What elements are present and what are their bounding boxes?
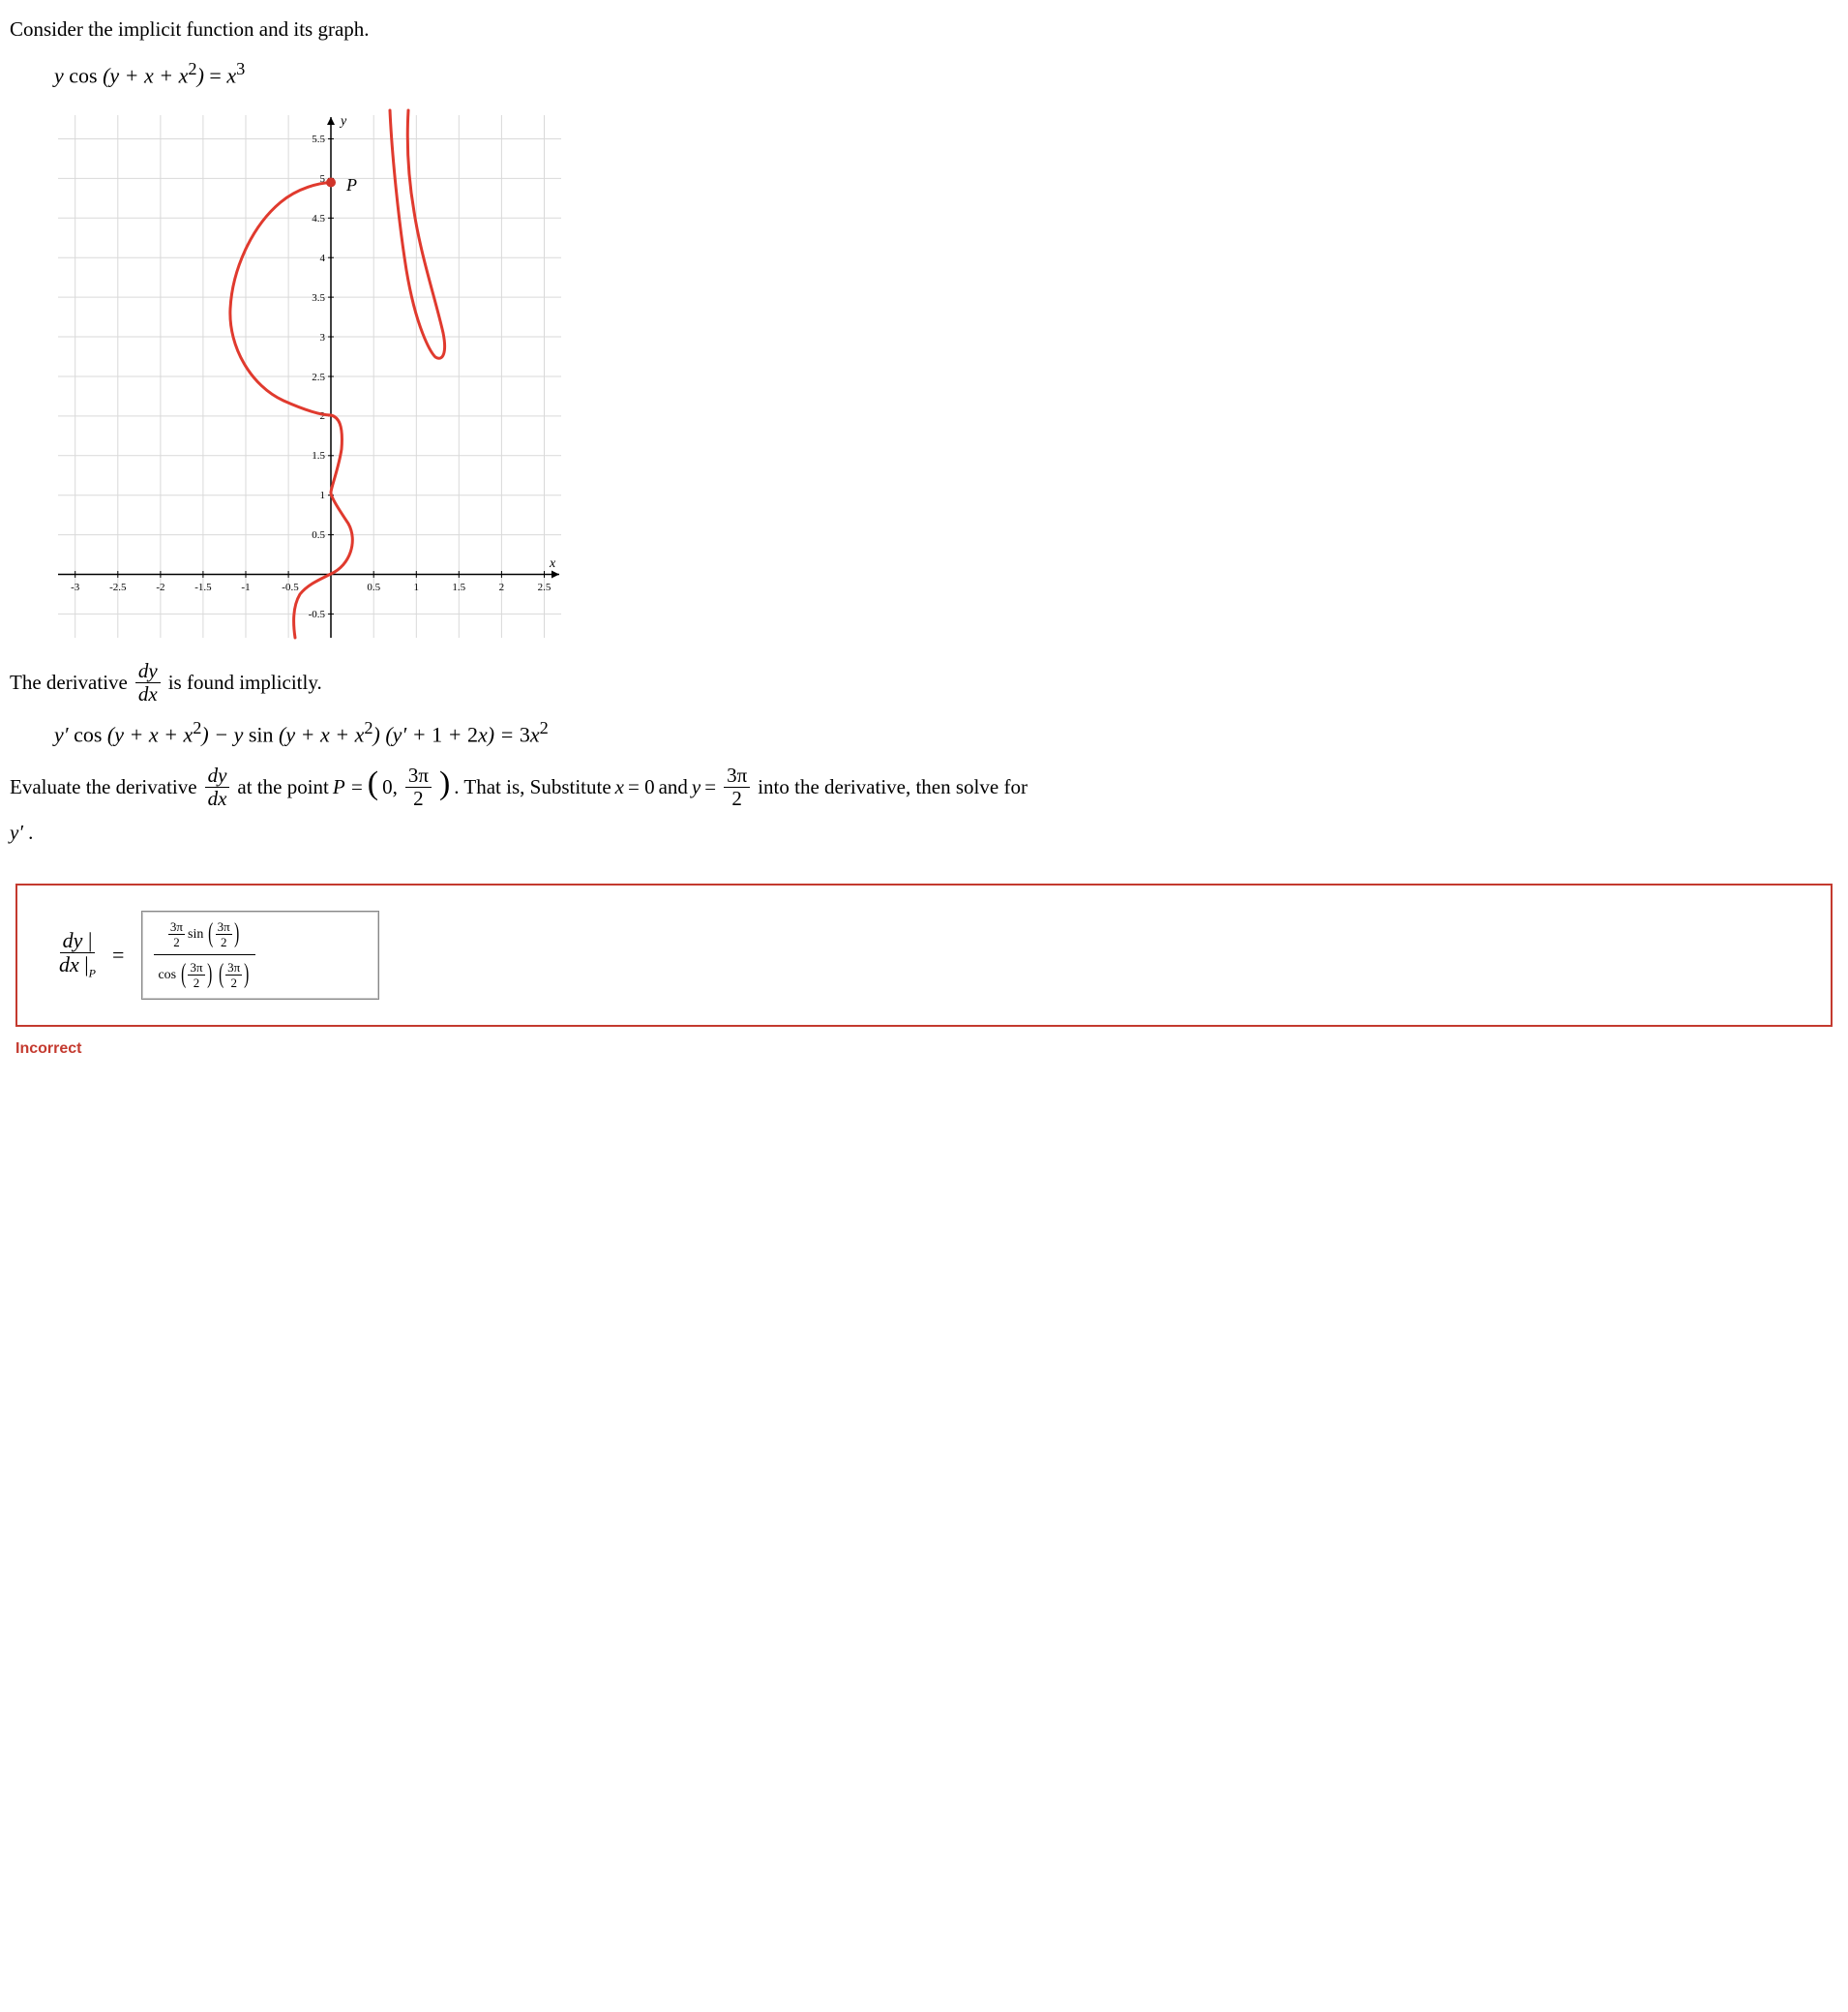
svg-text:3: 3 (320, 332, 326, 344)
svg-text:1.5: 1.5 (312, 450, 325, 462)
svg-text:5.5: 5.5 (312, 134, 325, 145)
svg-text:0.5: 0.5 (367, 582, 380, 593)
graph: -3 -2.5 -2 -1.5 -1 -0.5 0.5 1 1.5 2 2.5 … (48, 105, 571, 647)
svg-text:1: 1 (414, 582, 420, 593)
answer-fraction: 3π2 sin ( 3π2 ) cos ( 3π2 ) ( 3π2 ) (154, 917, 254, 992)
svg-text:-1.5: -1.5 (194, 582, 212, 593)
svg-text:1.5: 1.5 (452, 582, 465, 593)
svg-text:3.5: 3.5 (312, 292, 325, 304)
svg-text:2.5: 2.5 (312, 372, 325, 383)
prompt-text: Consider the implicit function and its g… (10, 17, 1838, 42)
curve (230, 110, 445, 638)
svg-text:2: 2 (320, 410, 326, 422)
svg-text:-0.5: -0.5 (282, 582, 299, 593)
svg-text:2.5: 2.5 (538, 582, 551, 593)
graph-svg: -3 -2.5 -2 -1.5 -1 -0.5 0.5 1 1.5 2 2.5 … (48, 105, 571, 647)
answer-input[interactable]: 3π2 sin ( 3π2 ) cos ( 3π2 ) ( 3π2 ) (141, 911, 379, 1000)
svg-text:-1: -1 (241, 582, 250, 593)
point-p-label: P (345, 175, 357, 195)
svg-text:4: 4 (320, 253, 326, 264)
answer-lhs: dy | dx |P = (52, 930, 124, 978)
gridlines (58, 115, 561, 638)
svg-text:y: y (339, 114, 347, 129)
svg-text:-3: -3 (71, 582, 80, 593)
svg-text:x: x (549, 556, 556, 571)
svg-text:-2.5: -2.5 (109, 582, 127, 593)
svg-text:-0.5: -0.5 (309, 609, 326, 620)
svg-text:-2: -2 (156, 582, 164, 593)
svg-text:4.5: 4.5 (312, 213, 325, 225)
implicit-equation: y cos (y + x + x2) = x3 (54, 59, 1838, 88)
svg-text:2: 2 (499, 582, 505, 593)
yprime-line: y′ . (10, 821, 1838, 845)
evaluate-text: Evaluate the derivative dy dx at the poi… (10, 766, 1838, 809)
svg-text:1: 1 (320, 490, 326, 501)
answer-box: dy | dx |P = 3π2 sin ( 3π2 ) cos ( 3π2 )… (15, 884, 1833, 1027)
point-p-marker (326, 178, 336, 188)
incorrect-label: Incorrect (15, 1040, 1838, 1058)
implicit-derivative-equation: y′ cos (y + x + x2) − y sin (y + x + x2)… (54, 718, 1838, 747)
svg-text:0.5: 0.5 (312, 529, 325, 541)
derivative-found-text: The derivative dy dx is found implicitly… (10, 661, 1838, 705)
